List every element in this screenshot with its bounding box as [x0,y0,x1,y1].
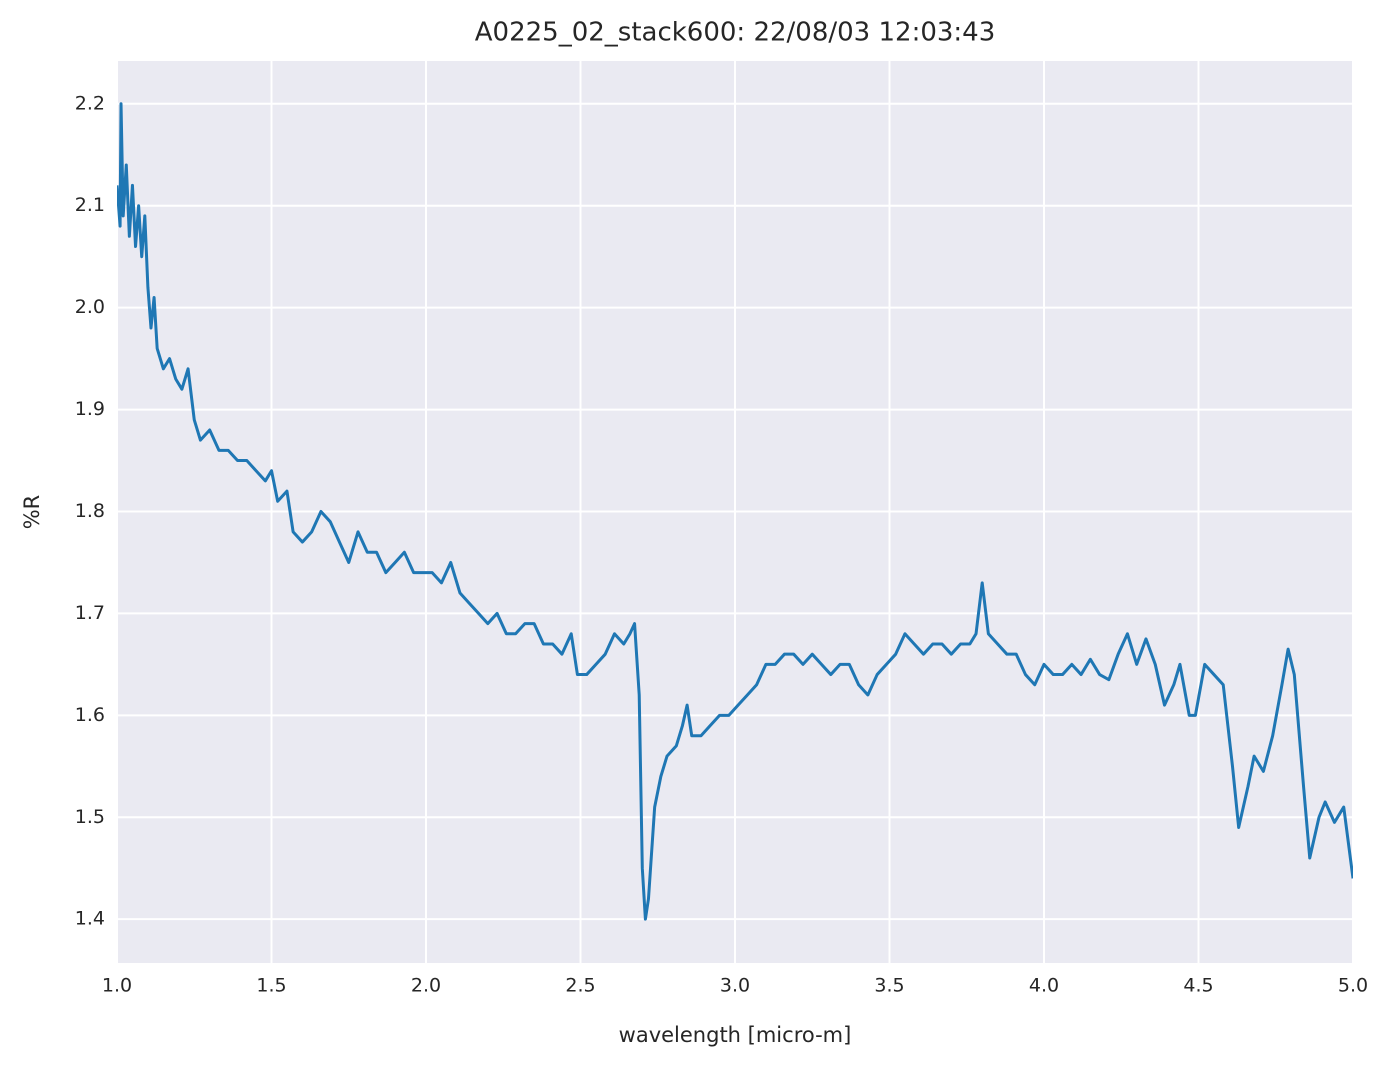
chart-title: A0225_02_stack600: 22/08/03 12:03:43 [475,18,996,48]
y-tick-label: 1.6 [75,704,105,726]
x-tick-label: 5.0 [1338,975,1368,997]
y-tick-label: 2.0 [75,296,105,318]
x-tick-label: 2.5 [565,975,595,997]
x-tick-label: 3.5 [874,975,904,997]
x-axis-label: wavelength [micro-m] [619,1023,852,1047]
x-tick-label: 4.5 [1183,975,1213,997]
spectrum-line [117,102,1353,921]
x-tick-label: 1.0 [102,975,132,997]
y-tick-label: 2.1 [75,194,105,216]
x-tick-label: 2.0 [411,975,441,997]
y-tick-label: 2.2 [75,92,105,114]
y-tick-label: 1.7 [75,602,105,624]
x-tick-label: 1.5 [256,975,286,997]
y-tick-label: 1.8 [75,500,105,522]
y-tick-label: 1.9 [75,398,105,420]
y-tick-label: 1.4 [75,908,105,930]
x-tick-label: 3.0 [720,975,750,997]
y-axis-label: %R [20,495,44,530]
y-tick-label: 1.5 [75,806,105,828]
x-tick-label: 4.0 [1029,975,1059,997]
